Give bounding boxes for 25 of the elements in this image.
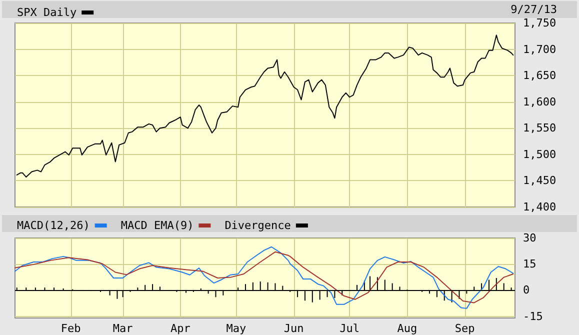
x-tick-label: Aug	[397, 322, 418, 335]
y-tick-label: 15	[523, 258, 536, 271]
text: 9/27/13	[510, 3, 557, 16]
x-tick-label: Sep	[454, 322, 475, 335]
y-tick-label: 1,450	[523, 174, 556, 188]
y-tick-label: 1,400	[523, 200, 556, 214]
legend-label: MACD EMA(9)	[120, 219, 194, 232]
x-tick-label: Jul	[340, 322, 360, 335]
y-tick-label: 1,750	[523, 16, 556, 30]
y-tick-label: 30	[523, 232, 536, 244]
x-tick-label: Jun	[284, 322, 304, 335]
x-tick-label: May	[226, 322, 246, 335]
y-tick-label: -15	[523, 310, 543, 323]
y-tick-label: 1,550	[523, 122, 556, 135]
legend-label: MACD(12,26)	[16, 219, 90, 232]
y-tick-label: 1,600	[523, 95, 556, 108]
legend-label: Divergence	[224, 219, 291, 232]
legend-label: SPX Daily	[16, 6, 77, 19]
y-tick-label: 0	[523, 284, 530, 297]
y-tick-label: 1,500	[523, 148, 556, 161]
y-tick-label: 1,650	[523, 69, 556, 82]
x-tick-label: Mar	[112, 322, 134, 335]
y-tick-label: 1,700	[523, 42, 556, 56]
x-tick-label: Apr	[170, 322, 191, 335]
x-tick-label: Feb	[60, 322, 81, 335]
